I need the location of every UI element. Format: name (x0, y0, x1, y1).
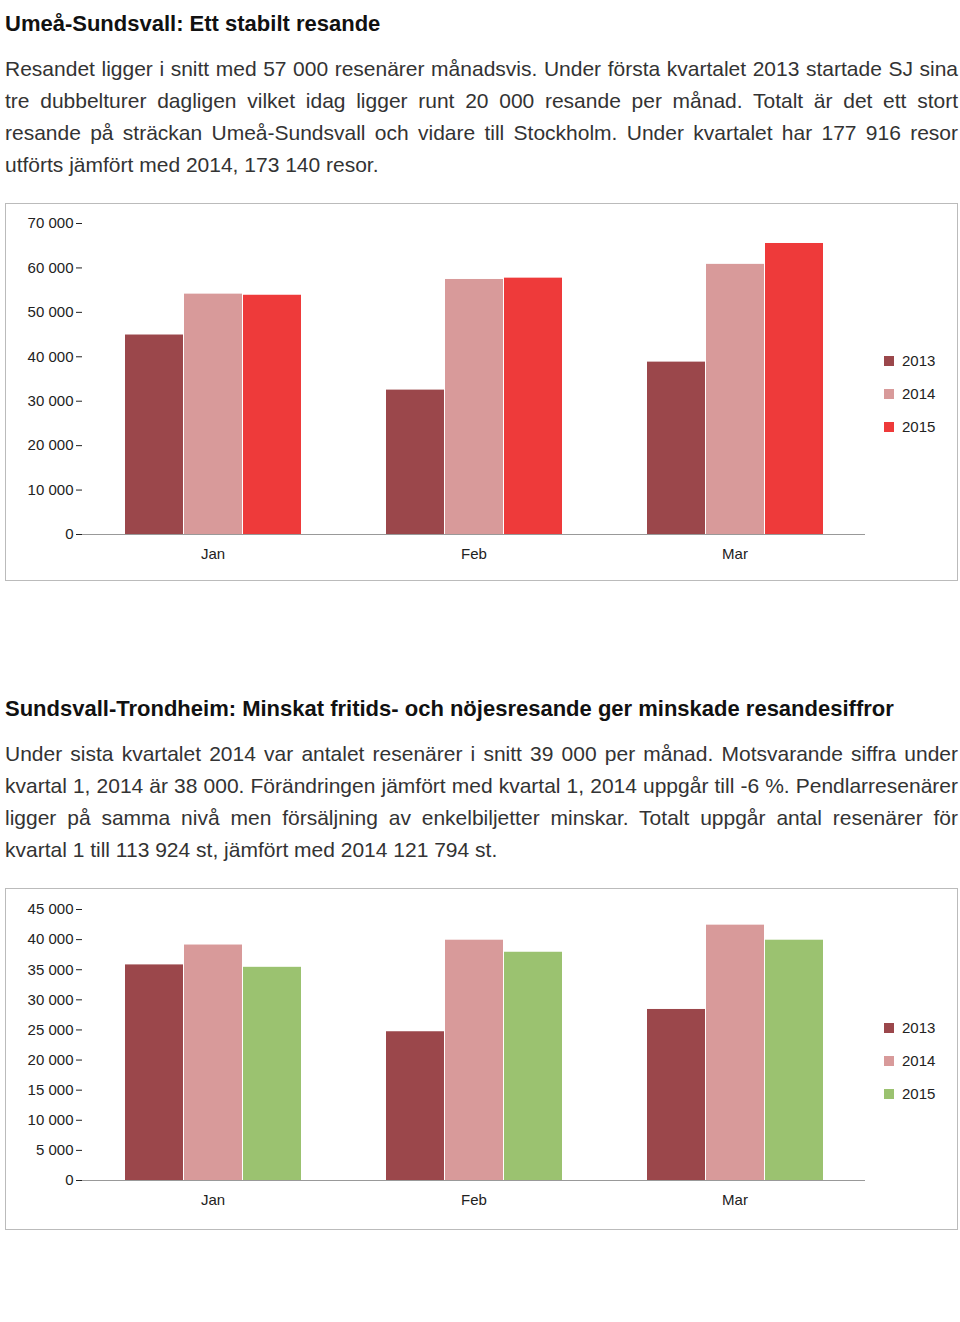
html-text:Resandet ligger i snitt med 57: Resandet ligger i snitt med 57 000 resen… (5, 57, 958, 176)
svg-text:Jan: Jan (201, 1191, 225, 1208)
svg-text:70 000: 70 000 (28, 214, 74, 231)
svg-text:15 000: 15 000 (28, 1081, 74, 1098)
html-text:Sundsvall-Trondheim: Minskat f: Sundsvall-Trondheim: Minskat fritids- oc… (5, 696, 894, 721)
html-text:2014: 2014 (902, 385, 936, 402)
svg-text:0: 0 (65, 1171, 73, 1188)
html-text:2013: 2013 (902, 1019, 936, 1036)
svg-text:Feb: Feb (461, 545, 487, 562)
svg-text:25 000: 25 000 (28, 1021, 74, 1038)
html-text:Umeå-Sundsvall: Ett stabilt re: Umeå-Sundsvall: Ett stabilt resande (5, 11, 381, 36)
svg-text:40 000: 40 000 (28, 348, 74, 365)
html-text:2014: 2014 (902, 1052, 936, 1069)
svg-text:Feb: Feb (461, 1191, 487, 1208)
html-text:2015: 2015 (902, 1085, 936, 1102)
svg-text:10 000: 10 000 (28, 481, 74, 498)
svg-text:10 000: 10 000 (28, 1111, 74, 1128)
svg-text:30 000: 30 000 (28, 991, 74, 1008)
html-text:2013: 2013 (902, 352, 936, 369)
svg-text:20 000: 20 000 (28, 1051, 74, 1068)
svg-text:Mar: Mar (722, 1191, 748, 1208)
svg-text:0: 0 (65, 525, 73, 542)
html-text:Under sista kvartalet 2014 var: Under sista kvartalet 2014 var antalet r… (5, 742, 958, 861)
svg-text:Mar: Mar (722, 545, 748, 562)
svg-text:45 000: 45 000 (28, 900, 74, 917)
html-text:2015: 2015 (902, 418, 936, 435)
svg-text:50 000: 50 000 (28, 303, 74, 320)
svg-text:Jan: Jan (201, 545, 225, 562)
svg-text:60 000: 60 000 (28, 259, 74, 276)
svg-text:35 000: 35 000 (28, 961, 74, 978)
svg-text:30 000: 30 000 (28, 392, 74, 409)
svg-text:40 000: 40 000 (28, 930, 74, 947)
svg-text:5 000: 5 000 (36, 1141, 74, 1158)
svg-text:20 000: 20 000 (28, 436, 74, 453)
